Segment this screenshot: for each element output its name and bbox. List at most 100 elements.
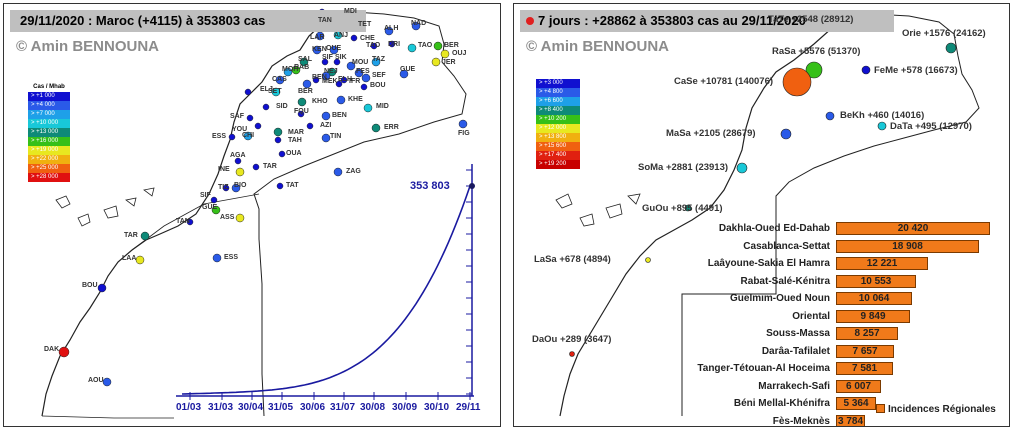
region-marker [825, 111, 835, 121]
right-title-text: 7 jours : +28862 à 353803 cas au 29/11/2… [538, 13, 806, 28]
city-marker [210, 196, 218, 204]
x-tick-label: 30/10 [424, 402, 450, 413]
legend-row: > +7 000 [28, 110, 70, 119]
red-dot-icon [526, 17, 534, 25]
bar-category-label: Béni Mellal-Khénifra [733, 398, 830, 409]
region-label: RaSa +5576 (51370) [772, 46, 861, 57]
x-tick-label: 01/03 [176, 402, 202, 413]
city-marker [211, 205, 221, 215]
city-label: MID [376, 103, 389, 110]
bar-value-label: 3 784 [837, 415, 864, 427]
city-marker [254, 122, 262, 130]
city-label: ANJ [334, 32, 349, 39]
city-marker [363, 103, 373, 113]
city-label: TAO [418, 42, 433, 49]
city-marker [234, 157, 242, 165]
bar-value-label: 9 849 [860, 310, 886, 322]
bar [836, 414, 865, 426]
region-marker [569, 351, 575, 357]
city-label: SIF [322, 54, 333, 61]
city-label: CHI [242, 132, 255, 139]
bar [836, 344, 894, 358]
city-label: SIK [335, 54, 347, 61]
bar-value-label: 10 553 [860, 275, 892, 287]
city-marker [291, 65, 301, 75]
bar-value-label: 5 364 [843, 398, 869, 409]
legend-row: > +13 000 [28, 128, 70, 137]
bar-category-label: Darâa-Tafilalet [761, 345, 830, 357]
city-label: ELH [338, 76, 352, 83]
city-marker [231, 183, 241, 193]
bar-category-label: Casablanca-Settat [743, 240, 830, 252]
city-marker [302, 79, 312, 89]
city-marker [262, 103, 270, 111]
region-marker [780, 128, 792, 140]
legend-row: > +4 000 [28, 101, 70, 110]
city-marker [321, 111, 331, 121]
bar-legend: Incidences Régionales [876, 404, 996, 415]
city-marker [329, 45, 339, 55]
region-marker [945, 42, 957, 54]
morocco-east-border [253, 11, 467, 417]
city-label: ASS [220, 214, 235, 221]
legend-row: > +22 000 [28, 155, 70, 164]
legend-row: > +15 600 [536, 142, 580, 151]
city-marker [407, 43, 417, 53]
legend-row: > +1 000 [28, 92, 70, 101]
city-label: MOU [352, 59, 369, 66]
city-marker [433, 41, 443, 51]
city-marker [335, 80, 343, 88]
legend-row: > +8 400 [536, 106, 580, 115]
city-marker [235, 167, 245, 177]
city-label: MEK [322, 78, 338, 85]
city-label: AOU [88, 377, 104, 384]
x-tick-label: 30/08 [360, 402, 386, 413]
city-marker [431, 57, 441, 67]
city-label: ESS [224, 254, 239, 261]
bar [836, 239, 979, 253]
city-marker [275, 75, 285, 85]
bar-category-label: Laâyoune-Sakia El Hamra [707, 258, 830, 269]
cumulative-cases-curve [181, 185, 471, 395]
region-marker [805, 61, 823, 79]
legend-row: > +19 200 [536, 160, 580, 169]
city-label: CAS [272, 76, 287, 83]
legend-row: > +10 200 [536, 115, 580, 124]
region-label: MaSa +2105 (28679) [666, 128, 756, 139]
bar [836, 257, 928, 270]
city-marker [244, 88, 252, 96]
city-marker [384, 26, 394, 36]
city-label: KHE [348, 96, 363, 103]
city-marker [346, 61, 356, 71]
region-marker [861, 65, 871, 75]
legend-row: > +19 000 [28, 146, 70, 155]
city-label: TAT [286, 182, 299, 189]
right-legend: > +3 000 > +4 800 > +6 600 > +8 400 > +10 20… [536, 79, 580, 169]
city-label: BER [298, 88, 313, 95]
legend-row: > +12 000 [536, 124, 580, 133]
island-shape [77, 213, 91, 227]
city-marker [278, 150, 286, 158]
city-marker [315, 31, 325, 41]
city-label: KHO [312, 98, 328, 105]
legend-row: > +4 800 [536, 88, 580, 97]
city-label: LAA [122, 255, 137, 262]
region-label: DaOu +289 (3647) [532, 334, 612, 345]
city-marker [186, 218, 194, 226]
city-label: SET [268, 88, 282, 95]
right-map-panel: 7 jours : +28862 à 353803 cas au 29/11/2… [513, 3, 1010, 427]
bar [836, 222, 990, 235]
legend-row: > +10 000 [28, 119, 70, 128]
city-label: DAK [44, 346, 60, 353]
region-marker [645, 257, 651, 263]
chart-total-label: 353 803 [410, 180, 450, 192]
legend-row: > +28 000 [28, 173, 70, 182]
city-label: RAB [294, 64, 310, 71]
city-label: MDI [344, 8, 357, 15]
city-marker [411, 21, 421, 31]
city-marker [361, 73, 371, 83]
bar-category-label: Rabat-Salé-Kénitra [740, 275, 830, 287]
city-marker [102, 377, 112, 387]
x-tick-label: 30/06 [300, 402, 326, 413]
city-label: FIG [458, 130, 470, 137]
